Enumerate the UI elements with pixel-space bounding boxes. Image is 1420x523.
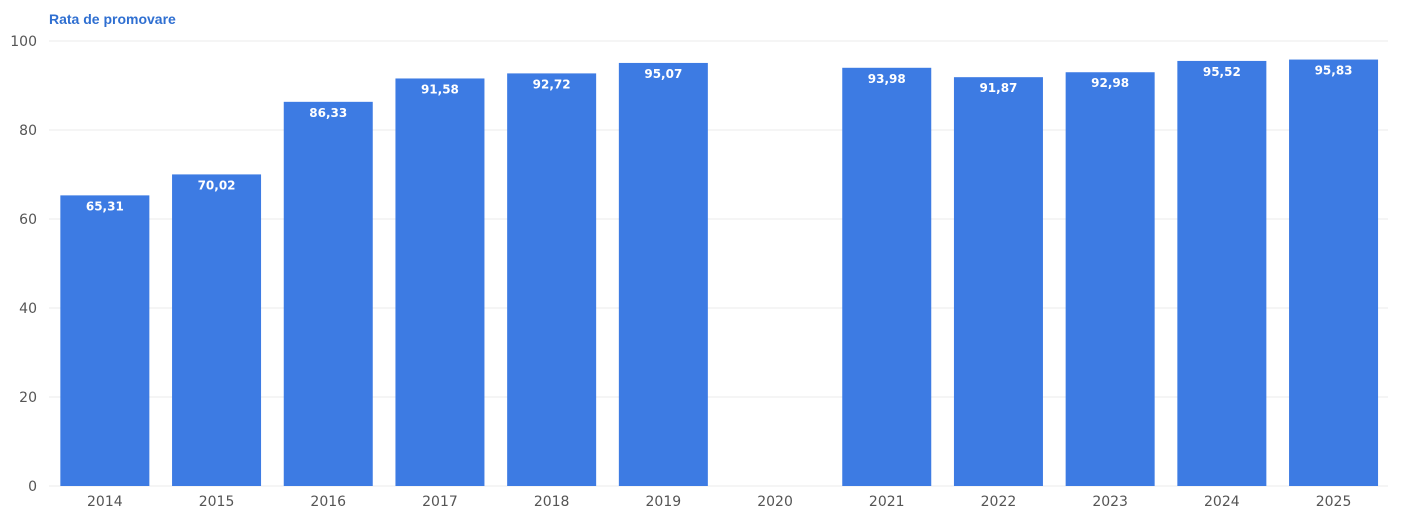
y-tick-label: 100 <box>10 34 37 50</box>
bar <box>1177 60 1267 486</box>
chart-title: Rata de promovare <box>49 11 176 27</box>
x-tick-label: 2024 <box>1204 494 1240 510</box>
y-tick-label: 0 <box>28 479 37 495</box>
bar-value-label: 93,98 <box>868 72 906 86</box>
bar <box>842 67 932 486</box>
bar <box>1289 59 1379 487</box>
bar <box>172 174 262 486</box>
bar <box>283 101 373 487</box>
bar <box>507 73 597 487</box>
bar-value-label: 65,31 <box>86 199 124 213</box>
bar-value-label: 95,52 <box>1203 65 1241 79</box>
bar-value-label: 95,07 <box>644 67 682 81</box>
bar-value-label: 91,58 <box>421 82 459 96</box>
bar-value-label: 95,83 <box>1315 64 1353 78</box>
bar-value-label: 86,33 <box>309 106 347 120</box>
x-tick-label: 2018 <box>534 494 570 510</box>
y-tick-label: 20 <box>19 390 37 406</box>
x-tick-label: 2020 <box>757 494 793 510</box>
bar <box>395 78 485 487</box>
x-tick-label: 2019 <box>646 494 682 510</box>
y-tick-label: 80 <box>19 123 37 139</box>
x-axis-ticks: 2014 2015 2016 2017 2018 2019 2020 2021 2022 2023… <box>87 494 1351 510</box>
bar <box>1065 72 1155 486</box>
x-tick-label: 2016 <box>310 494 346 510</box>
x-tick-label: 2023 <box>1092 494 1128 510</box>
x-tick-label: 2017 <box>422 494 458 510</box>
gridlines <box>49 40 1388 487</box>
y-tick-label: 60 <box>19 212 37 228</box>
bar-value-label: 70,02 <box>198 178 236 192</box>
bar-value-labels: 65,31 70,02 86,33 91,58 92,72 95,07 93,98 91,87… <box>86 64 1353 214</box>
bar <box>618 62 708 486</box>
bar-value-label: 91,87 <box>979 81 1017 95</box>
x-tick-label: 2022 <box>981 494 1017 510</box>
bar-value-label: 92,98 <box>1091 76 1129 90</box>
bar <box>60 195 150 487</box>
bars <box>60 59 1379 487</box>
y-axis-ticks: 0 20 40 60 80 100 <box>10 34 37 495</box>
bar-value-label: 92,72 <box>533 77 571 91</box>
x-tick-label: 2021 <box>869 494 905 510</box>
y-tick-label: 40 <box>19 301 37 317</box>
x-tick-label: 2015 <box>199 494 235 510</box>
bar <box>953 77 1043 486</box>
x-tick-label: 2014 <box>87 494 123 510</box>
x-tick-label: 2025 <box>1316 494 1352 510</box>
